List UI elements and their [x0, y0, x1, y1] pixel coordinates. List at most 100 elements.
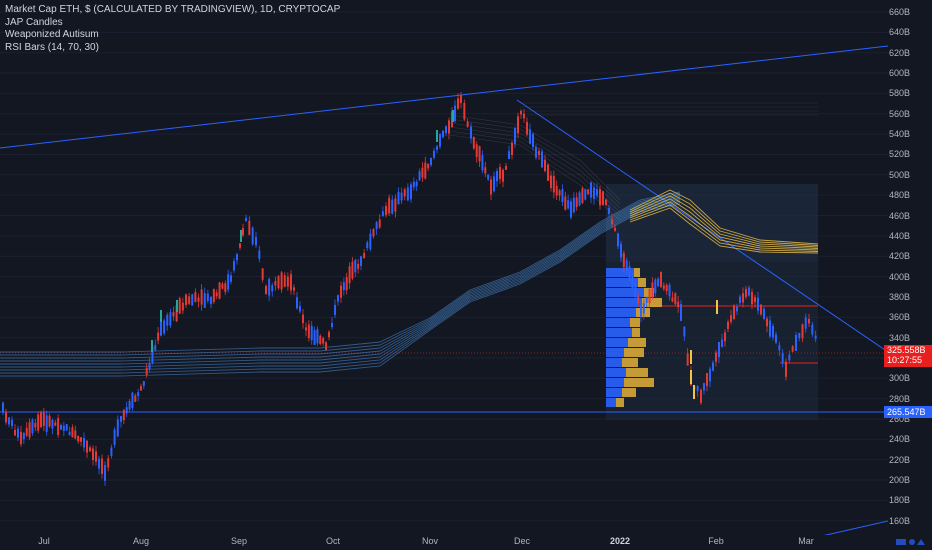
candle-body: [804, 317, 807, 329]
candle-body: [369, 233, 372, 250]
candle-body: [529, 129, 531, 144]
symbol-title[interactable]: Market Cap ETH, $ (CALCULATED BY TRADING…: [5, 4, 341, 15]
faded-ribbon-line: [449, 130, 621, 217]
candle-body: [157, 332, 160, 341]
candle-body: [706, 373, 708, 387]
candle-body: [550, 175, 552, 189]
candle-body: [605, 199, 607, 206]
candle-body: [40, 412, 42, 428]
candle-body: [715, 352, 717, 362]
candle-body: [375, 222, 378, 230]
volume-profile-bar-blue: [606, 338, 628, 347]
candle-body: [25, 427, 28, 436]
candle-body: [448, 120, 450, 134]
candle-body: [552, 175, 555, 193]
candle-body: [277, 276, 280, 289]
candle-body: [71, 427, 74, 438]
indicator-jap-candles[interactable]: JAP Candles: [5, 16, 63, 28]
candle-body: [648, 288, 651, 304]
candle-body: [255, 236, 257, 246]
time-axis[interactable]: Jul Aug Sep Oct Nov Dec 2022 Feb Mar: [0, 534, 888, 550]
candle-body: [535, 147, 537, 158]
candle-body: [547, 164, 549, 181]
candle-body: [357, 263, 360, 269]
candle-body: [677, 301, 680, 308]
candle-body: [760, 304, 762, 315]
price-chart[interactable]: [0, 0, 888, 535]
price-axis[interactable]: 660B 640B 620B 600B 580B 560B 540B 520B 500B 480B…: [888, 0, 932, 535]
price-axis-label: 280B: [888, 393, 910, 404]
volume-profile-bar-yellow: [634, 268, 640, 277]
price-axis-label: 480B: [888, 190, 910, 201]
candle-body: [242, 228, 244, 236]
candle-body: [640, 305, 642, 317]
candle-body: [608, 208, 610, 214]
yellow-ribbon-line: [629, 198, 819, 249]
candle-body: [611, 219, 613, 225]
price-axis-label: 660B: [888, 7, 910, 17]
candle-body: [668, 284, 671, 297]
candle-body: [342, 282, 345, 291]
candle-body: [798, 332, 801, 339]
indicator-weaponized-autisum[interactable]: Weaponized Autisum: [5, 29, 99, 40]
candle-body: [727, 321, 729, 330]
candle-body: [754, 297, 756, 303]
candle-body: [218, 282, 221, 299]
candle-body: [400, 192, 403, 201]
candle-body: [354, 260, 357, 273]
candle-body: [526, 121, 528, 135]
candle-body: [578, 192, 581, 206]
candle-body: [261, 268, 264, 280]
candle-body: [337, 295, 339, 302]
candle-body: [322, 338, 325, 344]
candle-body: [224, 283, 227, 293]
candle-body: [305, 327, 307, 331]
candle-body: [351, 261, 354, 279]
candle-body: [599, 189, 601, 206]
candle-body: [191, 294, 194, 306]
candle-body: [77, 435, 80, 442]
yellow-ribbon-line: [629, 189, 819, 245]
candle-body: [733, 305, 735, 319]
candle-body: [520, 110, 522, 115]
candle-body: [634, 283, 637, 298]
candle-body: [700, 389, 702, 403]
candle-body: [739, 296, 741, 303]
candle-body: [381, 211, 384, 217]
candle-body: [140, 386, 142, 391]
candle-body: [742, 293, 744, 303]
candle-body: [74, 430, 77, 439]
candle-body: [388, 197, 391, 214]
candle-body: [293, 287, 295, 291]
yellow-ribbon-line: [629, 204, 819, 252]
price-axis-label: 200B: [888, 475, 910, 486]
price-axis-label: 240B: [888, 434, 910, 445]
candle-body: [185, 294, 187, 306]
candle-body: [460, 95, 462, 103]
candle-body: [34, 423, 37, 428]
candle-body: [686, 353, 689, 366]
tradingview-logo-icon[interactable]: [896, 537, 926, 547]
candle-body: [45, 415, 48, 432]
candle-body: [345, 277, 348, 291]
candle-body: [496, 171, 498, 182]
candle-body: [54, 422, 57, 426]
candle-body: [628, 266, 631, 281]
ma-ribbon-line: [0, 193, 681, 356]
volume-profile-bar-blue: [606, 388, 622, 397]
candle-body: [319, 335, 322, 345]
candle-body: [142, 381, 145, 386]
price-axis-label: 180B: [888, 495, 910, 506]
price-axis-label: 380B: [888, 291, 910, 302]
candle-body: [657, 278, 660, 287]
candle-body: [65, 424, 68, 431]
price-axis-label: 560B: [888, 108, 910, 119]
ma-ribbon-line: [0, 200, 681, 371]
indicator-rsi-bars[interactable]: RSI Bars (14, 70, 30): [5, 41, 99, 53]
candle-body: [397, 191, 400, 205]
candle-body: [427, 163, 430, 169]
volume-profile-bar-yellow: [632, 328, 640, 337]
candle-body: [671, 297, 674, 302]
candle-body: [310, 325, 313, 341]
